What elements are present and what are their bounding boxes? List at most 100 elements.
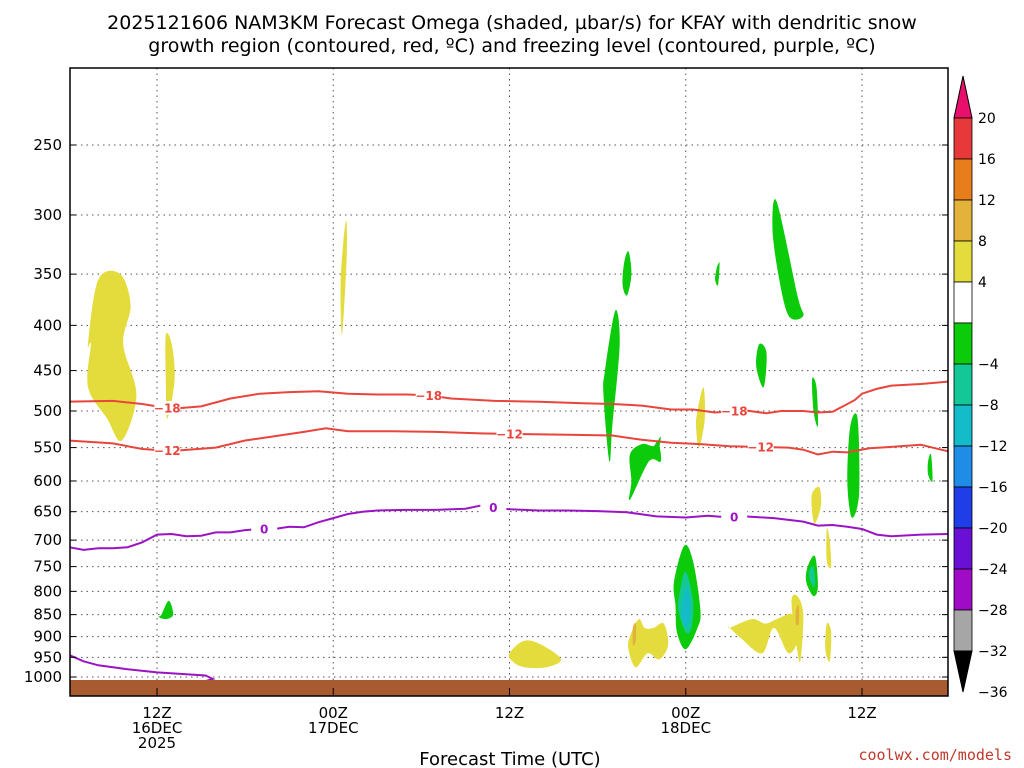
colorbar-label: −8 — [978, 398, 999, 414]
y-tick-label: 550 — [33, 439, 62, 457]
x-tick-label: 00Z — [671, 704, 700, 722]
grid-lines — [70, 68, 948, 696]
colorbar-swatch — [953, 281, 973, 324]
x-axis-label: Forecast Time (UTC) — [419, 749, 600, 768]
colorbar-swatch — [953, 404, 973, 447]
contour-label-bg — [480, 500, 507, 515]
omega-region — [795, 604, 800, 626]
y-tick-label: 650 — [33, 503, 62, 521]
omega-region — [927, 453, 933, 482]
x-tick-label: 12Z — [142, 704, 171, 722]
y-tick-label: 350 — [33, 265, 62, 283]
colorbar-swatch — [953, 117, 973, 160]
omega-region — [847, 413, 860, 518]
contour-label: −12 — [496, 427, 523, 441]
colorbar-label: −36 — [978, 685, 1008, 701]
omega-region — [826, 528, 832, 569]
y-tick-label: 400 — [33, 316, 62, 334]
contour-label-bg — [154, 443, 181, 458]
colorbar-label: −28 — [978, 603, 1008, 619]
y-tick-label: 450 — [33, 362, 62, 380]
y-tick-label: 500 — [33, 402, 62, 420]
y-tick-label: 700 — [33, 531, 62, 549]
omega-region — [695, 387, 706, 448]
contour-label-bg — [721, 510, 748, 525]
contour-label-bg — [496, 426, 523, 441]
omega-region — [715, 262, 720, 286]
contour-label-bg — [721, 404, 748, 419]
colorbar-label: −12 — [978, 439, 1008, 455]
y-tick-label: 800 — [33, 582, 62, 600]
omega-region — [165, 332, 175, 419]
colorbar-swatch — [953, 609, 973, 652]
contour-label-bg — [154, 400, 181, 415]
omega-region — [158, 600, 174, 620]
contour-label: 0 — [260, 522, 268, 536]
colorbar-extend-top — [953, 75, 973, 119]
contour-zero-surface — [70, 654, 216, 683]
contour-label: −18 — [415, 389, 442, 403]
chart-title: 2025121606 NAM3KM Forecast Omega (shaded… — [107, 12, 917, 34]
omega-region — [681, 586, 691, 627]
colorbar-extend-bottom — [953, 650, 973, 693]
y-tick-label: 1000 — [24, 668, 62, 686]
colorbar-swatch — [953, 445, 973, 488]
contour-label-bg — [251, 521, 278, 536]
y-tick-label: 950 — [33, 648, 62, 666]
colorbar-label: 12 — [978, 193, 996, 209]
colorbar-label: −32 — [978, 644, 1008, 660]
omega-region — [811, 377, 819, 427]
x-tick-label: 00Z — [319, 704, 348, 722]
omega-region — [808, 565, 816, 588]
x-tick-label: 12Z — [495, 704, 524, 722]
omega-region — [628, 618, 669, 668]
contour-label-bg — [415, 388, 442, 403]
x-tick-label: 18DEC — [660, 719, 711, 737]
y-tick-label: 750 — [33, 558, 62, 576]
colorbar-label: 8 — [978, 234, 987, 250]
colorbar-swatch — [953, 486, 973, 529]
colorbar-label: 4 — [978, 275, 987, 291]
omega-region — [791, 594, 804, 663]
omega-region — [603, 310, 620, 463]
contour-label-bg — [747, 439, 774, 454]
colorbar: 20 16 12 8 4 −4 −8 −12 −16 −20 −24 −28 −32 −36 — [953, 75, 1008, 701]
omega-region — [508, 640, 561, 669]
contour-label: −18 — [154, 401, 181, 415]
credit-text: coolwx.com/models — [858, 746, 1012, 764]
omega-region — [756, 343, 767, 388]
y-tick-label: 300 — [33, 206, 62, 224]
y-axis-ticks: 250 300 350 400 450 500 550 600 650 700 750 800 850 9… — [24, 136, 948, 686]
colorbar-swatch — [953, 199, 973, 242]
x-tick-label: 12Z — [847, 704, 876, 722]
colorbar-swatch — [953, 240, 973, 283]
y-tick-label: 900 — [33, 628, 62, 646]
colorbar-swatch — [953, 322, 973, 365]
omega-region — [772, 199, 804, 320]
contour-label: −18 — [721, 405, 748, 419]
colorbar-swatch — [953, 363, 973, 406]
omega-region — [632, 622, 637, 646]
x-tick-label: 17DEC — [308, 719, 359, 737]
y-tick-label: 600 — [33, 472, 62, 490]
contour-zero — [70, 504, 948, 551]
contour-minus18 — [70, 380, 948, 415]
colorbar-swatch — [953, 568, 973, 611]
omega-region — [825, 622, 832, 662]
contour-lines: −18 −18 −18 −12 −12 −12 0 0 0 — [70, 380, 948, 683]
contour-label: 0 — [489, 501, 497, 515]
colorbar-label: 20 — [978, 111, 996, 127]
x-tick-label: 16DEC — [132, 719, 183, 737]
omega-region — [811, 486, 822, 524]
contour-label: −12 — [154, 444, 181, 458]
omega-region — [87, 270, 137, 442]
y-tick-label: 250 — [33, 136, 62, 154]
colorbar-swatch — [953, 158, 973, 201]
contour-label: −12 — [747, 440, 774, 454]
colorbar-label: 16 — [978, 152, 996, 168]
colorbar-label: −24 — [978, 562, 1008, 578]
contour-minus12 — [70, 427, 948, 456]
omega-region — [622, 251, 632, 296]
